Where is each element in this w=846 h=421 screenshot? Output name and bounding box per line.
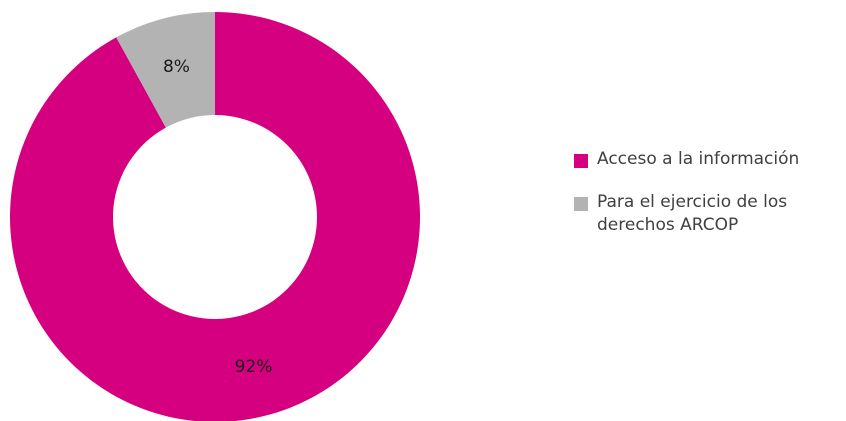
- donut-slice-acceso: [10, 12, 420, 421]
- slice-label-arcop: 8%: [163, 57, 190, 77]
- donut-slice-arcop: [116, 11, 215, 128]
- legend-swatch-arcop: [574, 197, 588, 211]
- legend-swatch-acceso: [574, 154, 588, 168]
- slice-label-acceso: 92%: [235, 357, 273, 377]
- legend-item-arcop: Para el ejercicio de los derechos ARCOP: [574, 191, 846, 237]
- donut-slices: [10, 11, 420, 421]
- slice-labels: 92% 8%: [163, 57, 272, 377]
- legend-item-acceso: Acceso a la información: [574, 148, 846, 171]
- legend-label-acceso: Acceso a la información: [597, 149, 800, 169]
- chart-legend: Acceso a la información Para el ejercici…: [574, 148, 846, 257]
- legend-label-arcop: Para el ejercicio de los derechos ARCOP: [597, 192, 788, 235]
